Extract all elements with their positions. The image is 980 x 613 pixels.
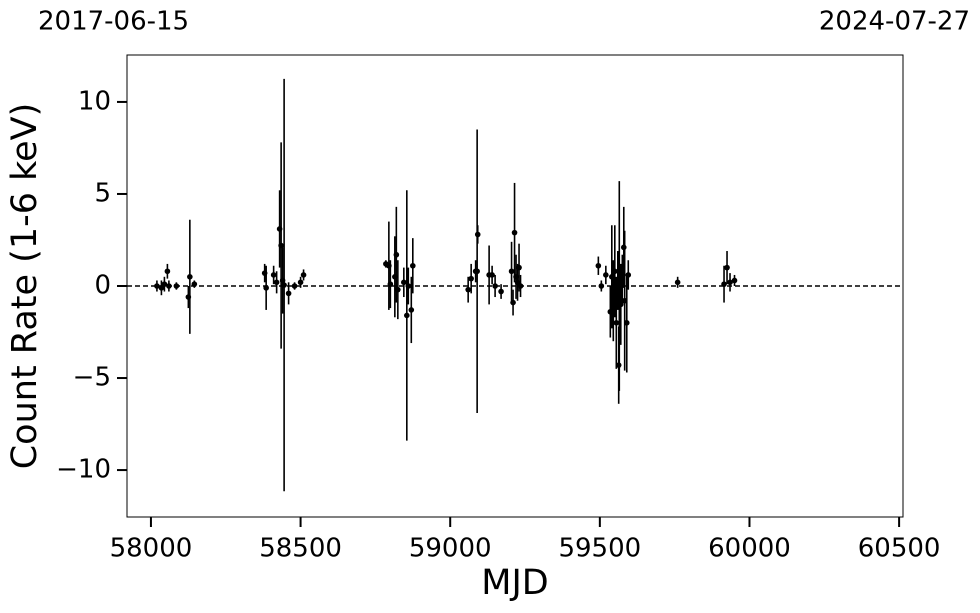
data-point [281, 282, 287, 288]
data-point [405, 283, 412, 289]
data-point [623, 320, 630, 326]
data-point [408, 307, 415, 313]
y-tick-label: 0 [94, 271, 111, 301]
x-tick-label: 59500 [558, 534, 641, 564]
data-point [291, 283, 298, 289]
x-tick-label: 58000 [110, 534, 193, 564]
data-point [508, 268, 515, 275]
data-point [603, 272, 609, 278]
data-point [465, 286, 471, 293]
data-point [270, 272, 277, 278]
data-point [492, 283, 498, 289]
y-tick-label: −5 [73, 363, 111, 393]
data-point [187, 273, 193, 280]
y-tick-label: 5 [94, 178, 111, 208]
data-point [625, 272, 632, 278]
data-point [164, 268, 171, 275]
data-point [595, 262, 602, 269]
y-tick-label: 10 [78, 86, 111, 116]
data-point [511, 229, 518, 236]
data-point [489, 272, 495, 278]
data-point [617, 301, 624, 308]
data-point [727, 279, 733, 286]
data-point [724, 264, 730, 271]
data-point [516, 264, 522, 271]
data-point [517, 283, 524, 289]
data-point [273, 279, 280, 286]
data-point [731, 277, 738, 284]
data-point [154, 283, 160, 289]
data-point [721, 281, 727, 287]
end-date: 2024-07-27 [819, 7, 970, 37]
data-point [613, 320, 620, 326]
x-tick-label: 58500 [259, 534, 342, 564]
data-point [468, 275, 474, 282]
data-point [191, 281, 198, 287]
y-axis-label: Count Rate (1-6 keV) [5, 103, 45, 470]
x-tick-label: 60000 [708, 534, 791, 564]
data-point [510, 299, 516, 306]
x-axis-label: MJD [481, 563, 548, 603]
data-point [401, 279, 407, 286]
data-point [393, 251, 400, 258]
data-point [474, 268, 480, 275]
data-point [300, 272, 307, 278]
data-point [395, 286, 401, 293]
data-point [410, 262, 416, 269]
data-point [387, 281, 394, 287]
data-point [474, 231, 481, 238]
data-point [674, 279, 681, 286]
data-point [598, 283, 605, 289]
data-point [278, 242, 284, 249]
data-point [263, 285, 269, 291]
data-point [498, 288, 504, 295]
data-point [404, 312, 410, 319]
x-tick-label: 60500 [858, 534, 941, 564]
data-point [612, 268, 618, 275]
data-point [285, 290, 292, 297]
data-point [173, 283, 180, 289]
data-point [620, 244, 627, 251]
y-tick-label: −10 [56, 455, 111, 485]
start-date: 2017-06-15 [38, 7, 189, 37]
data-point [161, 281, 168, 287]
data-point [166, 283, 172, 289]
x-tick-label: 59000 [409, 534, 492, 564]
data-point [297, 279, 304, 286]
